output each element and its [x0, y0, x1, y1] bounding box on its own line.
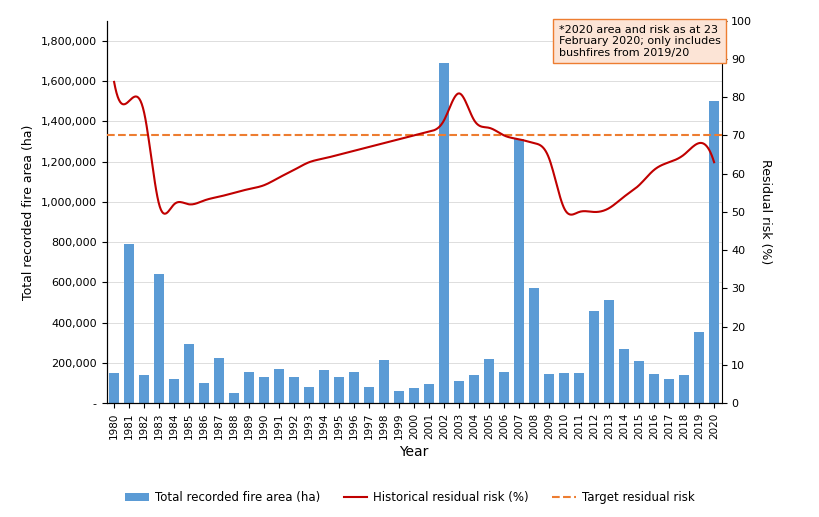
Bar [423, 384, 434, 403]
Bar [468, 375, 479, 403]
Bar [543, 374, 554, 403]
Bar [633, 361, 644, 403]
Bar [438, 63, 449, 403]
Bar [378, 360, 389, 403]
Bar [514, 140, 523, 403]
Bar [214, 358, 224, 403]
Bar [229, 393, 239, 403]
Bar [393, 391, 404, 403]
Bar [603, 299, 613, 403]
Y-axis label: Total recorded fire area (ha): Total recorded fire area (ha) [22, 124, 35, 300]
Text: *2020 area and risk as at 23
February 2020; only includes
bushfires from 2019/20: *2020 area and risk as at 23 February 20… [558, 24, 720, 58]
Bar [364, 387, 374, 403]
Bar [618, 349, 628, 403]
Bar [528, 288, 539, 403]
Bar [304, 387, 314, 403]
Legend: Total recorded fire area (ha), Historical residual risk (%), Target residual ris: Total recorded fire area (ha), Historica… [120, 486, 699, 509]
Bar [678, 375, 689, 403]
Bar [274, 369, 284, 403]
Y-axis label: Residual risk (%): Residual risk (%) [758, 159, 771, 265]
Bar [319, 370, 329, 403]
Bar [198, 383, 209, 403]
Bar [648, 374, 658, 403]
Bar [453, 381, 464, 403]
Bar [693, 332, 704, 403]
Bar [288, 377, 299, 403]
Bar [588, 311, 599, 403]
Bar [348, 372, 359, 403]
Bar [138, 375, 149, 403]
Bar [483, 359, 494, 403]
Bar [109, 373, 120, 403]
Bar [498, 372, 509, 403]
Bar [124, 244, 134, 403]
Bar [663, 379, 673, 403]
Bar [559, 373, 568, 403]
Bar [183, 344, 194, 403]
Bar [333, 377, 344, 403]
Bar [573, 373, 584, 403]
Bar [243, 372, 254, 403]
X-axis label: Year: Year [399, 445, 428, 459]
Bar [409, 388, 419, 403]
Bar [259, 377, 269, 403]
Bar [154, 275, 164, 403]
Bar [169, 379, 179, 403]
Bar [708, 101, 718, 403]
